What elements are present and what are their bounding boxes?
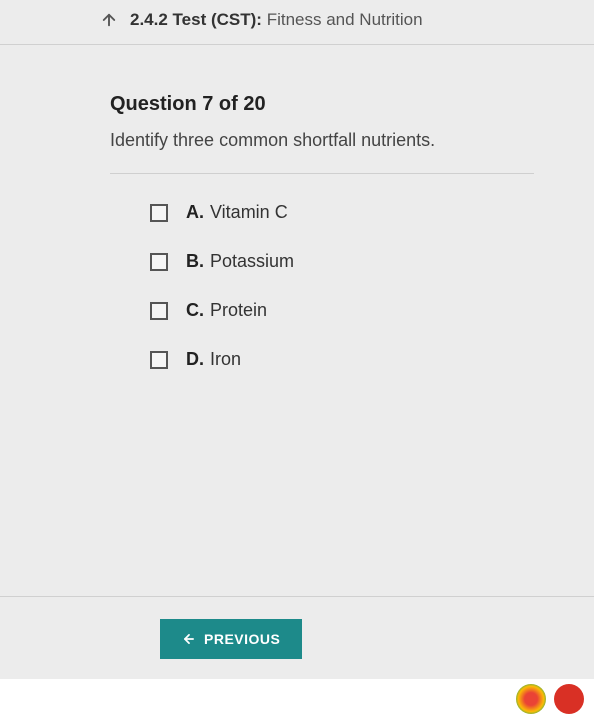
- previous-button[interactable]: PREVIOUS: [160, 619, 302, 659]
- checkbox-icon[interactable]: [150, 351, 168, 369]
- test-title: Fitness and Nutrition: [267, 10, 423, 29]
- quiz-page: 2.4.2 Test (CST): Fitness and Nutrition …: [0, 0, 594, 719]
- previous-label: PREVIOUS: [204, 631, 280, 647]
- question-counter: Question 7 of 20: [110, 93, 554, 116]
- question-content: Question 7 of 20 Identify three common s…: [0, 45, 594, 370]
- options-list: A. Vitamin C B. Potassium C. Protein D. …: [110, 202, 554, 370]
- app-icon[interactable]: [516, 684, 546, 714]
- section-number: 2.4.2: [130, 10, 168, 29]
- header-text: 2.4.2 Test (CST): Fitness and Nutrition: [130, 10, 423, 30]
- option-text: Potassium: [210, 251, 294, 272]
- option-letter: C.: [186, 300, 204, 321]
- option-letter: B.: [186, 251, 204, 272]
- checkbox-icon[interactable]: [150, 204, 168, 222]
- option-text: Protein: [210, 300, 267, 321]
- test-label: Test (CST):: [173, 10, 262, 29]
- option-letter: A.: [186, 202, 204, 223]
- divider: [110, 173, 534, 174]
- footer-nav: PREVIOUS: [0, 596, 594, 659]
- bottom-strip: [0, 679, 594, 719]
- option-text: Iron: [210, 349, 241, 370]
- option-d[interactable]: D. Iron: [150, 349, 554, 370]
- option-text: Vitamin C: [210, 202, 288, 223]
- option-c[interactable]: C. Protein: [150, 300, 554, 321]
- option-b[interactable]: B. Potassium: [150, 251, 554, 272]
- back-arrow-icon[interactable]: [100, 11, 118, 29]
- header-bar: 2.4.2 Test (CST): Fitness and Nutrition: [0, 0, 594, 45]
- option-a[interactable]: A. Vitamin C: [150, 202, 554, 223]
- app-icon[interactable]: [554, 684, 584, 714]
- question-prompt: Identify three common shortfall nutrient…: [110, 130, 554, 151]
- checkbox-icon[interactable]: [150, 302, 168, 320]
- option-letter: D.: [186, 349, 204, 370]
- checkbox-icon[interactable]: [150, 253, 168, 271]
- arrow-left-icon: [182, 632, 196, 646]
